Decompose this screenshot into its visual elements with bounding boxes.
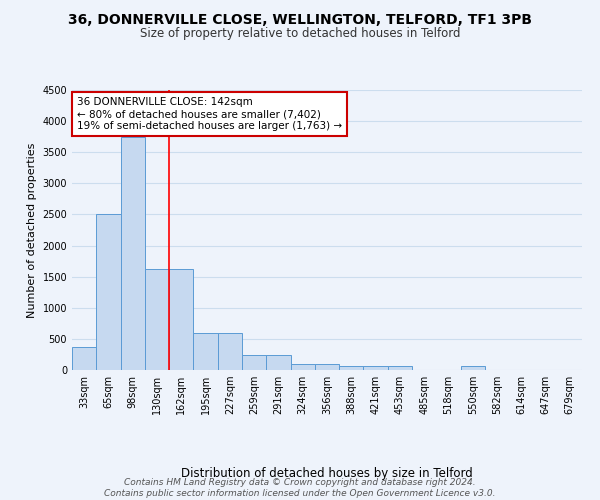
Bar <box>218 332 242 370</box>
Bar <box>315 364 339 370</box>
Bar <box>339 366 364 370</box>
Text: Size of property relative to detached houses in Telford: Size of property relative to detached ho… <box>140 28 460 40</box>
Text: Contains HM Land Registry data © Crown copyright and database right 2024.
Contai: Contains HM Land Registry data © Crown c… <box>104 478 496 498</box>
Y-axis label: Number of detached properties: Number of detached properties <box>27 142 37 318</box>
Bar <box>121 136 145 370</box>
Bar <box>169 268 193 370</box>
Bar <box>193 332 218 370</box>
Bar <box>96 214 121 370</box>
Bar <box>290 364 315 370</box>
Text: 36, DONNERVILLE CLOSE, WELLINGTON, TELFORD, TF1 3PB: 36, DONNERVILLE CLOSE, WELLINGTON, TELFO… <box>68 12 532 26</box>
Bar <box>461 366 485 370</box>
Bar <box>145 268 169 370</box>
Text: 36 DONNERVILLE CLOSE: 142sqm
← 80% of detached houses are smaller (7,402)
19% of: 36 DONNERVILLE CLOSE: 142sqm ← 80% of de… <box>77 98 342 130</box>
Bar <box>364 366 388 370</box>
Bar <box>72 347 96 370</box>
Bar <box>242 355 266 370</box>
Bar <box>266 355 290 370</box>
X-axis label: Distribution of detached houses by size in Telford: Distribution of detached houses by size … <box>181 467 473 480</box>
Bar <box>388 366 412 370</box>
